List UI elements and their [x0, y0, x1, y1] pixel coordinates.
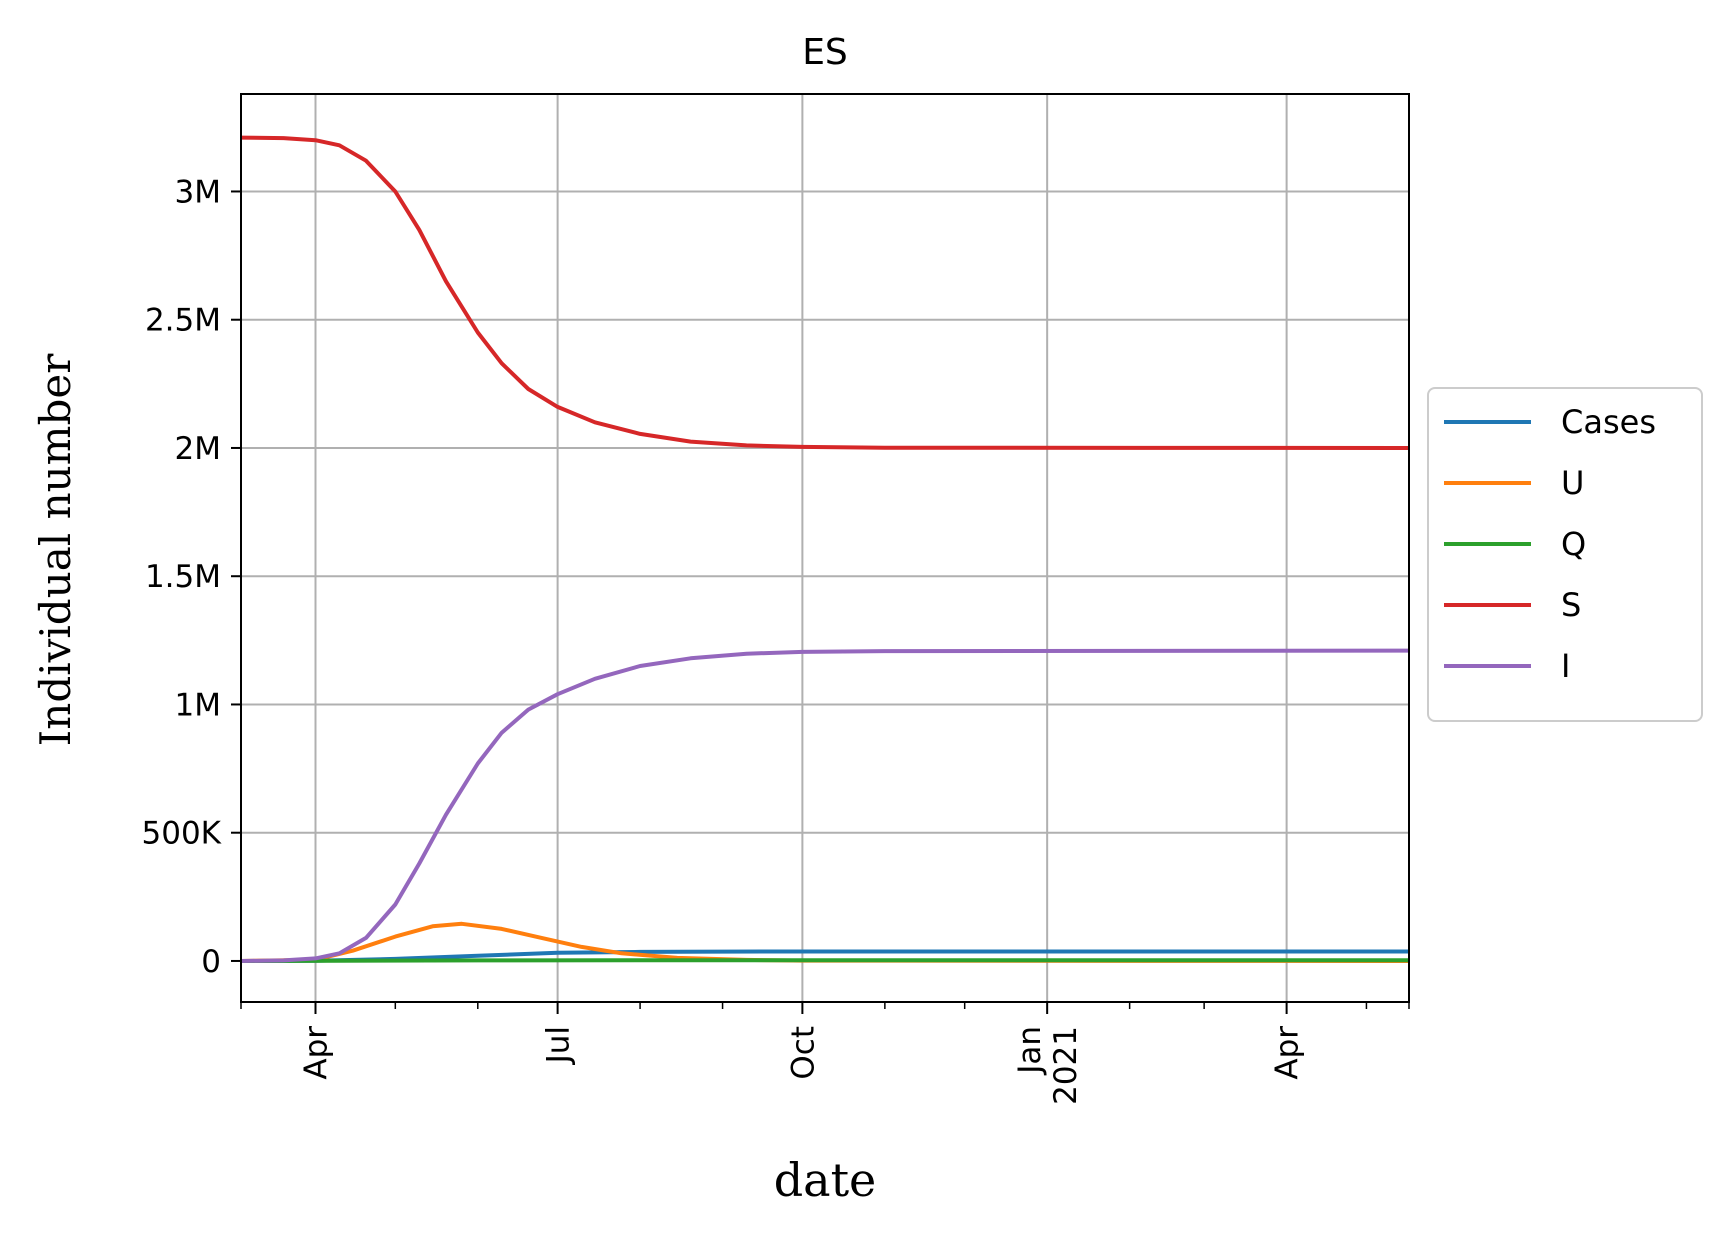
- x-tick-label-group: Jul: [541, 1026, 577, 1065]
- y-tick-label: 500K: [142, 816, 222, 852]
- x-tick-label-group: Jan 2021: [1012, 1026, 1084, 1105]
- x-axis: Apr Jul Oct Jan 2021 Apr: [240, 1002, 1410, 1105]
- y-tick-label: 0: [201, 944, 221, 980]
- y-tick-label: 2M: [175, 431, 221, 467]
- legend-label-cases: Cases: [1561, 403, 1656, 441]
- x-tick-label: Jan: [1012, 1026, 1048, 1076]
- y-axis-label: Individual number: [31, 353, 80, 747]
- y-tick-label: 1.5M: [145, 559, 221, 595]
- series-lines: [241, 135, 1409, 963]
- x-tick-label: Oct: [785, 1026, 821, 1080]
- y-tick-label: 3M: [175, 174, 221, 210]
- legend-label-q: Q: [1561, 525, 1586, 563]
- legend-label-u: U: [1561, 464, 1584, 502]
- x-tick-label: Apr: [298, 1026, 334, 1080]
- y-tick-label: 1M: [175, 687, 221, 723]
- series-line-i: [241, 648, 1409, 963]
- legend-label-i: I: [1561, 647, 1570, 685]
- plot-frame: [240, 93, 1410, 1003]
- series-line-q: [241, 958, 1409, 963]
- legend-box: [1427, 387, 1703, 722]
- y-tick-label: 2.5M: [145, 303, 221, 339]
- x-tick-label-group: Oct: [785, 1026, 821, 1080]
- series-line-u: [241, 921, 1409, 963]
- x-tick-label-group: Apr: [1270, 1026, 1306, 1080]
- legend-label-s: S: [1561, 586, 1581, 624]
- x-tick-label: Jul: [541, 1026, 577, 1065]
- x-tick-label: 2021: [1048, 1026, 1084, 1105]
- x-tick-label: Apr: [1270, 1026, 1306, 1080]
- chart-title: ES: [802, 32, 848, 73]
- y-axis: 0 500K 1M 1.5M 2M 2.5M 3M: [142, 174, 241, 980]
- x-axis-label: date: [774, 1153, 877, 1207]
- x-tick-label-group: Apr: [298, 1026, 334, 1080]
- series-line-s: [241, 135, 1409, 450]
